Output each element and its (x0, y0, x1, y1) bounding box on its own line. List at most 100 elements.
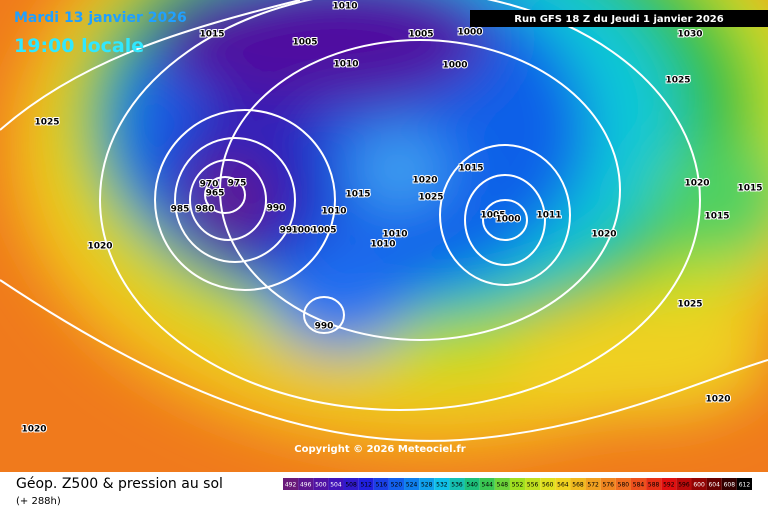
isobar-label: 1000 (457, 28, 482, 38)
isobar-label: 970 (200, 180, 219, 190)
isobar-label: 980 (196, 205, 215, 215)
legend-tick-label: 564 (557, 482, 569, 489)
isobar-label: 1010 (332, 2, 357, 12)
isobar-label: 1030 (677, 30, 702, 40)
isobar-label: 990 (315, 322, 334, 332)
legend-swatch (721, 478, 737, 490)
isobar-label: 1010 (382, 230, 407, 240)
legend-swatch (404, 478, 420, 490)
legend-swatch (555, 478, 571, 490)
legend-tick-label: 540 (466, 482, 478, 489)
isobar-label: 1005 (480, 211, 505, 221)
legend-swatch (283, 478, 299, 490)
legend-tick-label: 520 (391, 482, 403, 489)
isobar-label: 975 (228, 179, 247, 189)
legend-swatch (479, 478, 495, 490)
legend-tick-label: 548 (497, 482, 509, 489)
color-legend: 492 496 500 504 508 512 516 520 524 528 532 536 540 5… (283, 478, 752, 490)
footer-title: Géop. Z500 & pression au sol (16, 476, 223, 492)
isobar-label: 1015 (704, 212, 729, 222)
isobar-label: 1015 (199, 30, 224, 40)
legend-swatch (298, 478, 314, 490)
legend-tick-label: 544 (482, 482, 494, 489)
legend-swatch (449, 478, 465, 490)
legend-tick-label: 588 (648, 482, 660, 489)
legend-swatch (540, 478, 556, 490)
isobar-label: 1011 (536, 211, 561, 221)
legend-tick-label: 552 (512, 482, 524, 489)
legend-swatch (464, 478, 480, 490)
legend-tick-label: 524 (406, 482, 418, 489)
forecast-time: 19:00 locale (14, 35, 144, 57)
copyright: Copyright © 2026 Meteociel.fr (294, 444, 465, 455)
legend-swatch (585, 478, 601, 490)
isobar-label: 1010 (321, 207, 346, 217)
legend-tick-label: 596 (678, 482, 690, 489)
isobar-label: 1020 (21, 425, 46, 435)
isobars (0, 0, 768, 442)
legend-swatch (343, 478, 359, 490)
isobar-label: 1015 (345, 190, 370, 200)
legend-swatch (600, 478, 616, 490)
run-box (470, 10, 768, 27)
legend-tick-label: 500 (315, 482, 327, 489)
legend-swatch (388, 478, 405, 490)
legend-swatch (661, 478, 677, 490)
geopotential-field (0, 0, 768, 472)
legend-tick-label: 604 (708, 482, 720, 489)
legend-swatch (313, 478, 329, 490)
isobar-label: 990 (280, 226, 299, 236)
legend-tick-label: 492 (285, 482, 297, 489)
legend-tick-label: 584 (633, 482, 645, 489)
legend-tick-label: 572 (587, 482, 599, 489)
legend-swatch (494, 478, 510, 490)
legend-tick-label: 556 (527, 482, 539, 489)
isobar-label: 1010 (333, 60, 358, 70)
legend-tick-label: 576 (603, 482, 615, 489)
legend-swatch (419, 478, 435, 490)
isobar-label: 965 (206, 189, 225, 199)
legend-tick-label: 512 (360, 482, 372, 489)
legend-tick-label: 600 (693, 482, 705, 489)
legend-tick-label: 516 (376, 482, 388, 489)
legend-tick-label: 608 (724, 482, 736, 489)
isobar-label: 1020 (684, 179, 709, 189)
legend-swatch (706, 478, 722, 490)
legend-swatch (676, 478, 692, 490)
legend-swatch (630, 478, 647, 490)
run-label: Run GFS 18 Z du Jeudi 1 janvier 2026 (514, 14, 723, 25)
legend-swatch (736, 478, 752, 490)
isobar-label: 1000 (442, 61, 467, 71)
legend-tick-label: 560 (542, 482, 554, 489)
legend-tick-label: 580 (618, 482, 630, 489)
legend-tick-label: 508 (345, 482, 357, 489)
legend-tick-label: 592 (663, 482, 675, 489)
isobar-label: 1020 (591, 230, 616, 240)
isobar-label: 990 (267, 204, 286, 214)
isobar-label: 1025 (677, 300, 702, 310)
isobar-label: 1020 (412, 176, 437, 186)
legend-swatch (570, 478, 586, 490)
forecast-date: Mardi 13 janvier 2026 (14, 10, 187, 26)
legend-swatch (358, 478, 374, 490)
legend-swatch (434, 478, 450, 490)
isobar-label: 1005 (292, 38, 317, 48)
isobar-label: 1020 (705, 395, 730, 405)
footer-lead: (+ 288h) (16, 496, 61, 507)
legend-tick-label: 528 (421, 482, 433, 489)
isobar-label: 1005 (311, 226, 336, 236)
isobar-label: 1025 (34, 118, 59, 128)
isobar-label: 1000 (291, 226, 316, 236)
legend-swatch (328, 478, 344, 490)
legend-tick-label: 612 (739, 482, 751, 489)
isobar-label: 1000 (495, 215, 520, 225)
legend-tick-label: 496 (300, 482, 312, 489)
legend-swatch (615, 478, 631, 490)
isobar-label: 1025 (665, 76, 690, 86)
legend-swatch (646, 478, 662, 490)
legend-swatch (373, 478, 389, 490)
isobar-label: 1020 (87, 242, 112, 252)
legend-tick-label: 568 (572, 482, 584, 489)
legend-tick-label: 532 (436, 482, 448, 489)
